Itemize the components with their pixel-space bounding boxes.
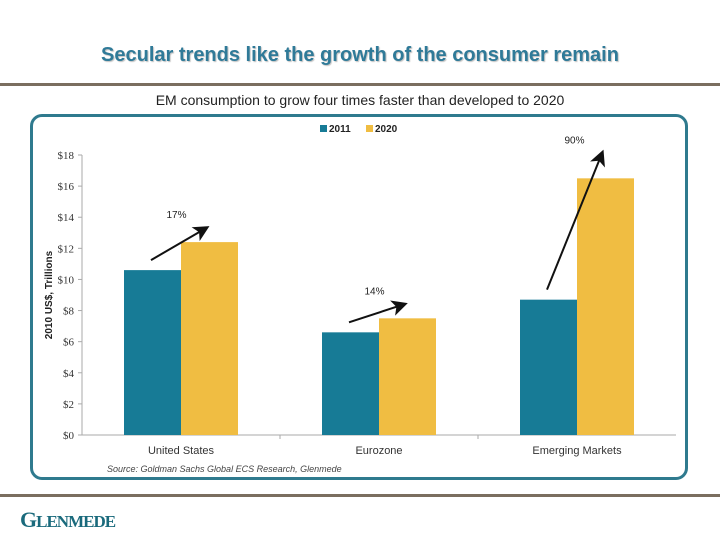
legend-label-2011: 2011: [329, 124, 351, 135]
y-tick-label: $6: [63, 337, 75, 349]
y-tick-label: $10: [58, 274, 75, 286]
bar-2020-emerging-markets: [577, 178, 634, 436]
y-tick-label: $2: [63, 399, 74, 411]
y-tick-label: $18: [58, 150, 75, 162]
bar-2011-eurozone: [322, 332, 379, 435]
growth-label: 14%: [364, 286, 384, 297]
y-tick-label: $4: [63, 368, 75, 380]
y-tick-label: $14: [58, 212, 75, 224]
y-axis-label: 2010 US$, Trillions: [44, 250, 55, 339]
legend-swatch-2011: [320, 125, 327, 132]
growth-arrow: [546, 149, 605, 291]
y-tick-label: $8: [63, 306, 75, 318]
bar-2011-emerging-markets: [520, 299, 577, 435]
growth-arrow: [348, 300, 408, 324]
y-tick-label: $0: [63, 430, 75, 442]
growth-arrow: [150, 226, 210, 261]
x-tick-label: Eurozone: [355, 445, 402, 457]
legend-swatch-2020: [366, 125, 373, 132]
bar-2011-united-states: [124, 270, 181, 435]
glenmede-logo: GLENMEDE: [20, 507, 116, 532]
slide-subtitle: EM consumption to grow four times faster…: [155, 92, 565, 108]
chart-source: Source: Goldman Sachs Global ECS Researc…: [107, 464, 342, 474]
legend-label-2020: 2020: [375, 124, 398, 135]
x-tick-label: Emerging Markets: [532, 445, 622, 457]
footer-divider: [0, 494, 720, 497]
growth-label: 90%: [564, 135, 584, 146]
x-tick-label: United States: [148, 445, 215, 457]
bar-2020-eurozone: [379, 318, 436, 435]
slide-title: Secular trends like the growth of the co…: [101, 44, 619, 66]
y-tick-label: $16: [58, 181, 75, 193]
y-tick-label: $12: [58, 243, 75, 255]
bar-2020-united-states: [181, 242, 238, 435]
title-divider: [0, 83, 720, 86]
growth-label: 17%: [166, 210, 186, 221]
